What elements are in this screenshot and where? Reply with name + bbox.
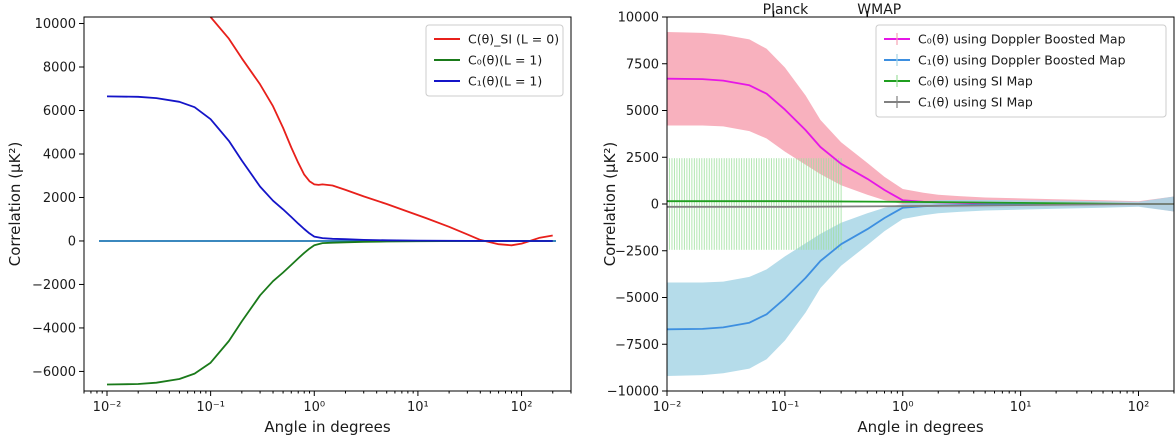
y-tick-label: −2000 <box>32 278 76 293</box>
y-tick-label: 7500 <box>626 57 659 72</box>
band-c-using-doppler-boosted-map <box>667 32 1174 212</box>
legend: C₀(θ) using Doppler Boosted Map C₁(θ) usi… <box>875 24 1167 118</box>
y-tick-label: 5000 <box>626 104 659 119</box>
x-axis: 10⁻² 10⁻¹ 10⁰ 10¹ 10² Angle in degrees <box>83 391 572 436</box>
y-tick-label: −10000 <box>607 385 659 400</box>
y-tick-label: 2500 <box>626 151 659 166</box>
series-line-c-l-1 <box>106 95 553 242</box>
band-c-using-doppler-boosted-map <box>667 196 1174 376</box>
legend-item: C(θ)_SI (L = 0) <box>434 32 559 47</box>
y-axis: −6000 −4000 −2000 0 2000 4000 6000 8000 10000 Cor… <box>6 17 84 380</box>
y-axis-title: Correlation (μK²) <box>601 142 619 267</box>
y-tick-label: −2500 <box>615 244 659 259</box>
y-tick-label: 10000 <box>618 11 659 26</box>
x-tick-label: 10⁻¹ <box>771 400 800 415</box>
legend: C(θ)_SI (L = 0) C₀(θ)(L = 1) C₁(θ)(L = 1) <box>425 24 564 97</box>
legend-item: C₁(θ)(L = 1) <box>434 74 542 89</box>
series-line-c-using-si-map <box>667 203 1174 208</box>
legend-item: C₁(θ) using SI Map <box>884 95 1033 110</box>
legend-label: C₀(θ)(L = 1) <box>468 53 542 68</box>
y-tick-label: 6000 <box>43 104 76 119</box>
x-tick-label: 10² <box>1128 400 1150 415</box>
legend-item: C₀(θ) using SI Map <box>884 74 1033 89</box>
y-axis-title: Correlation (μK²) <box>6 142 24 267</box>
legend-frame <box>425 24 564 97</box>
x-tick-label: 10⁻² <box>93 400 122 415</box>
legend-frame <box>875 24 1167 118</box>
top-marker-label-wmap: WMAP <box>857 2 901 18</box>
errorbars-c-using-si-map <box>667 158 842 250</box>
legend-item: C₁(θ) using Doppler Boosted Map <box>884 53 1126 68</box>
x-tick-label: 10⁻² <box>653 400 682 415</box>
y-axis: −10000 −7500 −5000 −2500 0 2500 5000 7500 10000 C… <box>601 11 667 400</box>
axes-frame <box>83 16 572 392</box>
left-chart: 10⁻² 10⁻¹ 10⁰ 10¹ 10² Angle in degrees −6000 −4… <box>6 16 572 436</box>
series-line-c-l-1 <box>106 240 553 386</box>
y-tick-label: 0 <box>651 198 659 213</box>
y-tick-label: −6000 <box>32 365 76 380</box>
y-tick-label: 8000 <box>43 61 76 76</box>
x-tick-label: 10⁻¹ <box>196 400 225 415</box>
legend-label: C₁(θ)(L = 1) <box>468 74 542 89</box>
x-axis-title: Angle in degrees <box>857 418 983 436</box>
x-tick-label: 10⁰ <box>303 400 325 415</box>
legend-label: C₁(θ) using Doppler Boosted Map <box>918 53 1126 68</box>
plot-area <box>99 17 556 386</box>
y-tick-label: 0 <box>68 234 76 249</box>
legend-item: C₀(θ) using Doppler Boosted Map <box>884 32 1126 47</box>
y-tick-label: 10000 <box>35 17 76 32</box>
plot-area <box>667 32 1174 376</box>
top-marker-label-planck: Planck <box>763 2 809 18</box>
y-tick-label: −7500 <box>615 338 659 353</box>
legend-label: C₁(θ) using SI Map <box>918 95 1033 110</box>
y-tick-label: −5000 <box>615 291 659 306</box>
legend-label: C₀(θ) using SI Map <box>918 74 1033 89</box>
y-tick-label: 4000 <box>43 147 76 162</box>
x-axis: 10⁻² 10⁻¹ 10⁰ 10¹ 10² Angle in degrees <box>653 391 1175 436</box>
legend-label: C₀(θ) using Doppler Boosted Map <box>918 32 1126 47</box>
x-tick-label: 10¹ <box>1010 400 1032 415</box>
legend-item: C₀(θ)(L = 1) <box>434 53 542 68</box>
x-tick-label: 10² <box>511 400 533 415</box>
x-tick-label: 10⁰ <box>892 400 914 415</box>
legend-label: C(θ)_SI (L = 0) <box>468 32 559 47</box>
y-tick-label: −4000 <box>32 321 76 336</box>
x-tick-label: 10¹ <box>407 400 429 415</box>
series-line-c-si-l-0 <box>209 17 553 247</box>
x-axis-title: Angle in degrees <box>264 418 390 436</box>
y-tick-label: 2000 <box>43 191 76 206</box>
